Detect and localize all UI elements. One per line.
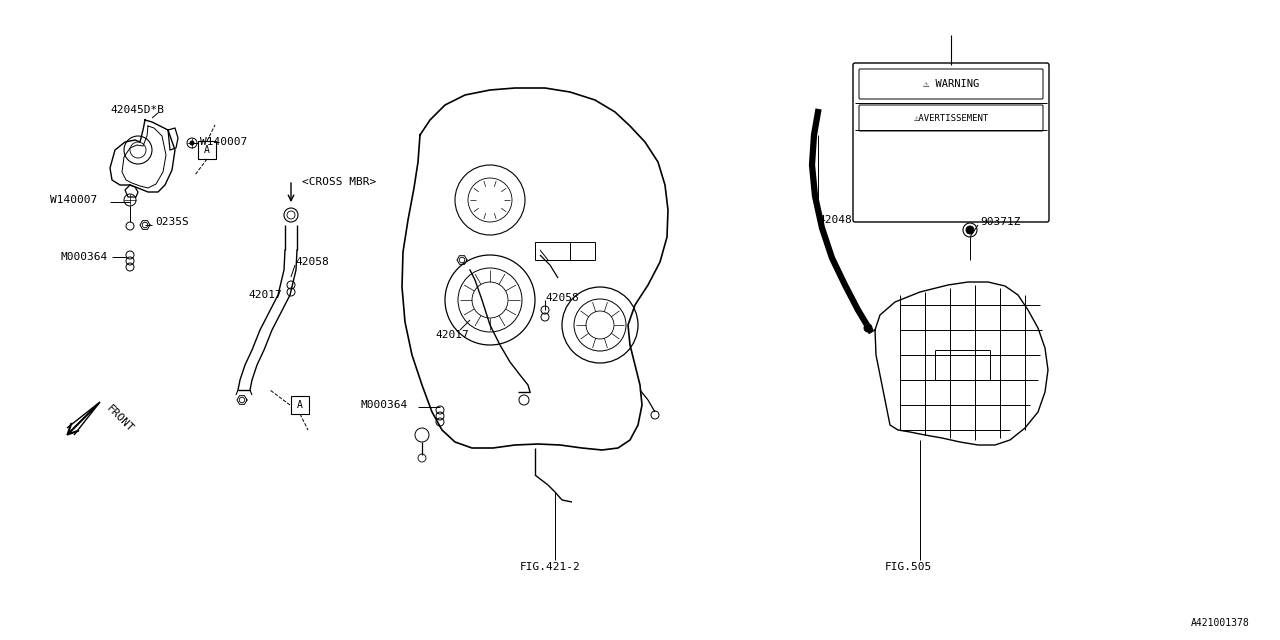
Text: M000364: M000364	[360, 400, 407, 410]
FancyBboxPatch shape	[570, 242, 595, 260]
Text: A: A	[204, 145, 210, 155]
Text: 90371Z: 90371Z	[980, 217, 1020, 227]
Text: 42058: 42058	[294, 257, 329, 267]
Text: 42058: 42058	[545, 293, 579, 303]
Text: FRONT: FRONT	[104, 403, 134, 434]
Text: W140007: W140007	[200, 137, 247, 147]
Circle shape	[966, 226, 974, 234]
Text: FIG.505: FIG.505	[884, 562, 932, 572]
Text: 42048: 42048	[818, 215, 851, 225]
Text: 42017: 42017	[435, 330, 468, 340]
Text: 42045D*B: 42045D*B	[110, 105, 164, 115]
Text: 42017: 42017	[248, 290, 282, 300]
FancyBboxPatch shape	[859, 105, 1043, 131]
Text: <CROSS MBR>: <CROSS MBR>	[302, 177, 376, 187]
FancyBboxPatch shape	[198, 141, 216, 159]
FancyBboxPatch shape	[291, 396, 308, 414]
FancyBboxPatch shape	[859, 69, 1043, 99]
Text: A421001378: A421001378	[1192, 618, 1251, 628]
FancyBboxPatch shape	[852, 63, 1050, 222]
Text: W140007: W140007	[50, 195, 97, 205]
Circle shape	[189, 141, 195, 145]
Circle shape	[864, 324, 872, 332]
Text: ⚠ WARNING: ⚠ WARNING	[923, 79, 979, 89]
Text: M000364: M000364	[60, 252, 108, 262]
Text: ⚠AVERTISSEMENT: ⚠AVERTISSEMENT	[914, 113, 988, 122]
FancyBboxPatch shape	[535, 242, 570, 260]
Text: FIG.421-2: FIG.421-2	[520, 562, 581, 572]
Text: A: A	[297, 400, 303, 410]
Text: 0235S: 0235S	[155, 217, 188, 227]
